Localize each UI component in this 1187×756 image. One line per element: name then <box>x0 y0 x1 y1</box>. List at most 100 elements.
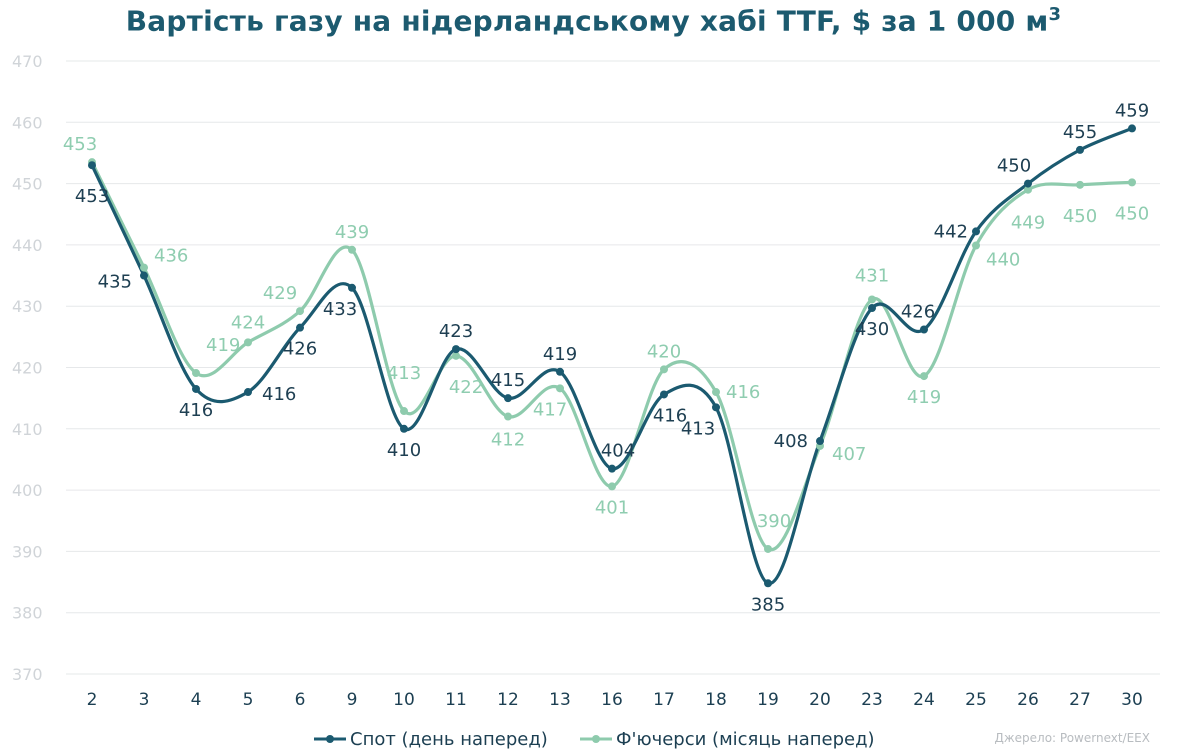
x-tick-label: 5 <box>243 690 254 710</box>
data-label-spot: 433 <box>323 299 357 320</box>
y-tick-label: 430 <box>12 297 43 316</box>
x-tick-label: 27 <box>1069 690 1091 710</box>
data-point-spot <box>660 390 668 399</box>
source-note: Джерело: Powernext/EEX <box>994 731 1150 745</box>
data-point-spot <box>556 367 564 376</box>
data-label-spot: 450 <box>997 156 1031 177</box>
data-point-futures <box>868 295 876 304</box>
x-tick-label: 3 <box>139 690 150 710</box>
x-tick-label: 13 <box>549 690 571 710</box>
x-tick-label: 12 <box>497 690 519 710</box>
y-tick-label: 440 <box>12 236 43 255</box>
data-point-spot <box>1128 124 1136 133</box>
data-point-futures <box>608 482 616 491</box>
data-point-futures <box>452 351 460 360</box>
y-tick-label: 450 <box>12 175 43 194</box>
legend-marker-spot-dot <box>326 735 334 743</box>
data-label-spot: 426 <box>901 301 935 322</box>
data-point-futures <box>712 388 720 397</box>
data-point-spot <box>192 384 200 393</box>
series-line-futures <box>90 161 1133 552</box>
data-label-futures: 412 <box>491 430 525 451</box>
x-tick-label: 4 <box>191 690 202 710</box>
data-point-spot <box>296 323 304 332</box>
y-tick-label: 420 <box>12 359 43 378</box>
data-label-futures: 424 <box>231 312 265 333</box>
x-tick-label: 2 <box>87 690 98 710</box>
data-label-spot: 408 <box>774 431 808 452</box>
data-label-futures: 419 <box>206 335 240 356</box>
data-point-futures <box>1076 180 1084 189</box>
x-tick-label: 26 <box>1017 690 1039 710</box>
data-label-futures: 431 <box>855 265 889 286</box>
data-label-spot: 423 <box>439 321 473 342</box>
data-label-futures: 450 <box>1115 203 1149 224</box>
data-point-futures <box>400 407 408 416</box>
x-tick-label: 20 <box>809 690 831 710</box>
legend-label-spot: Спот (день наперед) <box>350 729 548 750</box>
x-tick-label: 30 <box>1121 690 1143 710</box>
data-point-futures <box>764 544 772 553</box>
data-label-futures: 417 <box>533 399 567 420</box>
data-label-futures: 416 <box>726 382 760 403</box>
x-tick-label: 16 <box>601 690 623 710</box>
data-point-spot <box>712 403 720 412</box>
data-point-futures <box>140 263 148 272</box>
data-label-spot: 459 <box>1115 100 1149 121</box>
grid-layer <box>66 60 1160 675</box>
data-label-futures: 449 <box>1011 213 1045 234</box>
data-point-spot <box>1024 179 1032 188</box>
x-tick-label: 11 <box>445 690 467 710</box>
data-label-futures: 419 <box>907 387 941 408</box>
legend: Спот (день наперед) Ф'ючерси (місяць нап… <box>314 729 875 750</box>
data-point-spot <box>972 227 980 236</box>
data-label-spot: 455 <box>1063 122 1097 143</box>
data-label-futures: 429 <box>263 283 297 304</box>
legend-label-futures: Ф'ючерси (місяць наперед) <box>616 729 875 750</box>
chart-title-text: Вартість газу на нідерландському хабі TT… <box>125 4 1049 38</box>
x-tick-label: 10 <box>393 690 415 710</box>
x-tick-label: 19 <box>757 690 779 710</box>
data-label-spot: 435 <box>98 272 132 293</box>
data-label-spot: 413 <box>681 418 715 439</box>
data-point-spot <box>348 283 356 292</box>
data-label-spot: 416 <box>179 400 213 421</box>
y-tick-label: 400 <box>12 481 43 500</box>
data-label-futures: 422 <box>449 377 483 398</box>
data-point-spot <box>868 304 876 313</box>
x-tick-label: 23 <box>861 690 883 710</box>
y-tick-label: 470 <box>12 52 43 71</box>
data-point-spot <box>1076 145 1084 154</box>
data-point-spot <box>88 161 96 170</box>
data-label-futures: 453 <box>63 134 97 155</box>
y-tick-label: 390 <box>12 542 43 561</box>
data-label-spot: 430 <box>855 319 889 340</box>
data-label-futures: 390 <box>757 511 791 532</box>
data-point-futures <box>920 372 928 381</box>
y-tick-label: 410 <box>12 420 43 439</box>
data-point-spot <box>608 464 616 473</box>
data-label-futures: 450 <box>1063 206 1097 227</box>
data-label-spot: 419 <box>543 344 577 365</box>
data-point-spot <box>764 579 772 588</box>
data-label-futures: 407 <box>832 444 866 465</box>
data-label-spot: 442 <box>934 221 968 242</box>
y-axis: 470 460 450 440 430 420 410 400 390 380 370 <box>12 52 43 684</box>
x-axis: 2 3 4 5 6 9 10 11 12 13 16 17 18 19 20 23 24 25 26 27 30 <box>87 690 1143 710</box>
data-label-futures: 440 <box>986 250 1020 271</box>
data-point-spot <box>816 437 824 446</box>
data-point-futures <box>556 384 564 393</box>
data-labels: 4534364194244294394134224124174014204163… <box>63 100 1149 615</box>
x-tick-label: 25 <box>965 690 987 710</box>
data-label-futures: 420 <box>647 341 681 362</box>
data-point-futures <box>504 412 512 421</box>
data-label-futures: 439 <box>335 222 369 243</box>
data-point-futures <box>192 369 200 378</box>
data-point-futures <box>1128 178 1136 187</box>
data-point-futures <box>348 245 356 254</box>
data-label-spot: 416 <box>262 384 296 405</box>
x-tick-label: 18 <box>705 690 727 710</box>
data-label-spot: 410 <box>387 440 421 461</box>
chart-title: Вартість газу на нідерландському хабі TT… <box>0 4 1187 37</box>
